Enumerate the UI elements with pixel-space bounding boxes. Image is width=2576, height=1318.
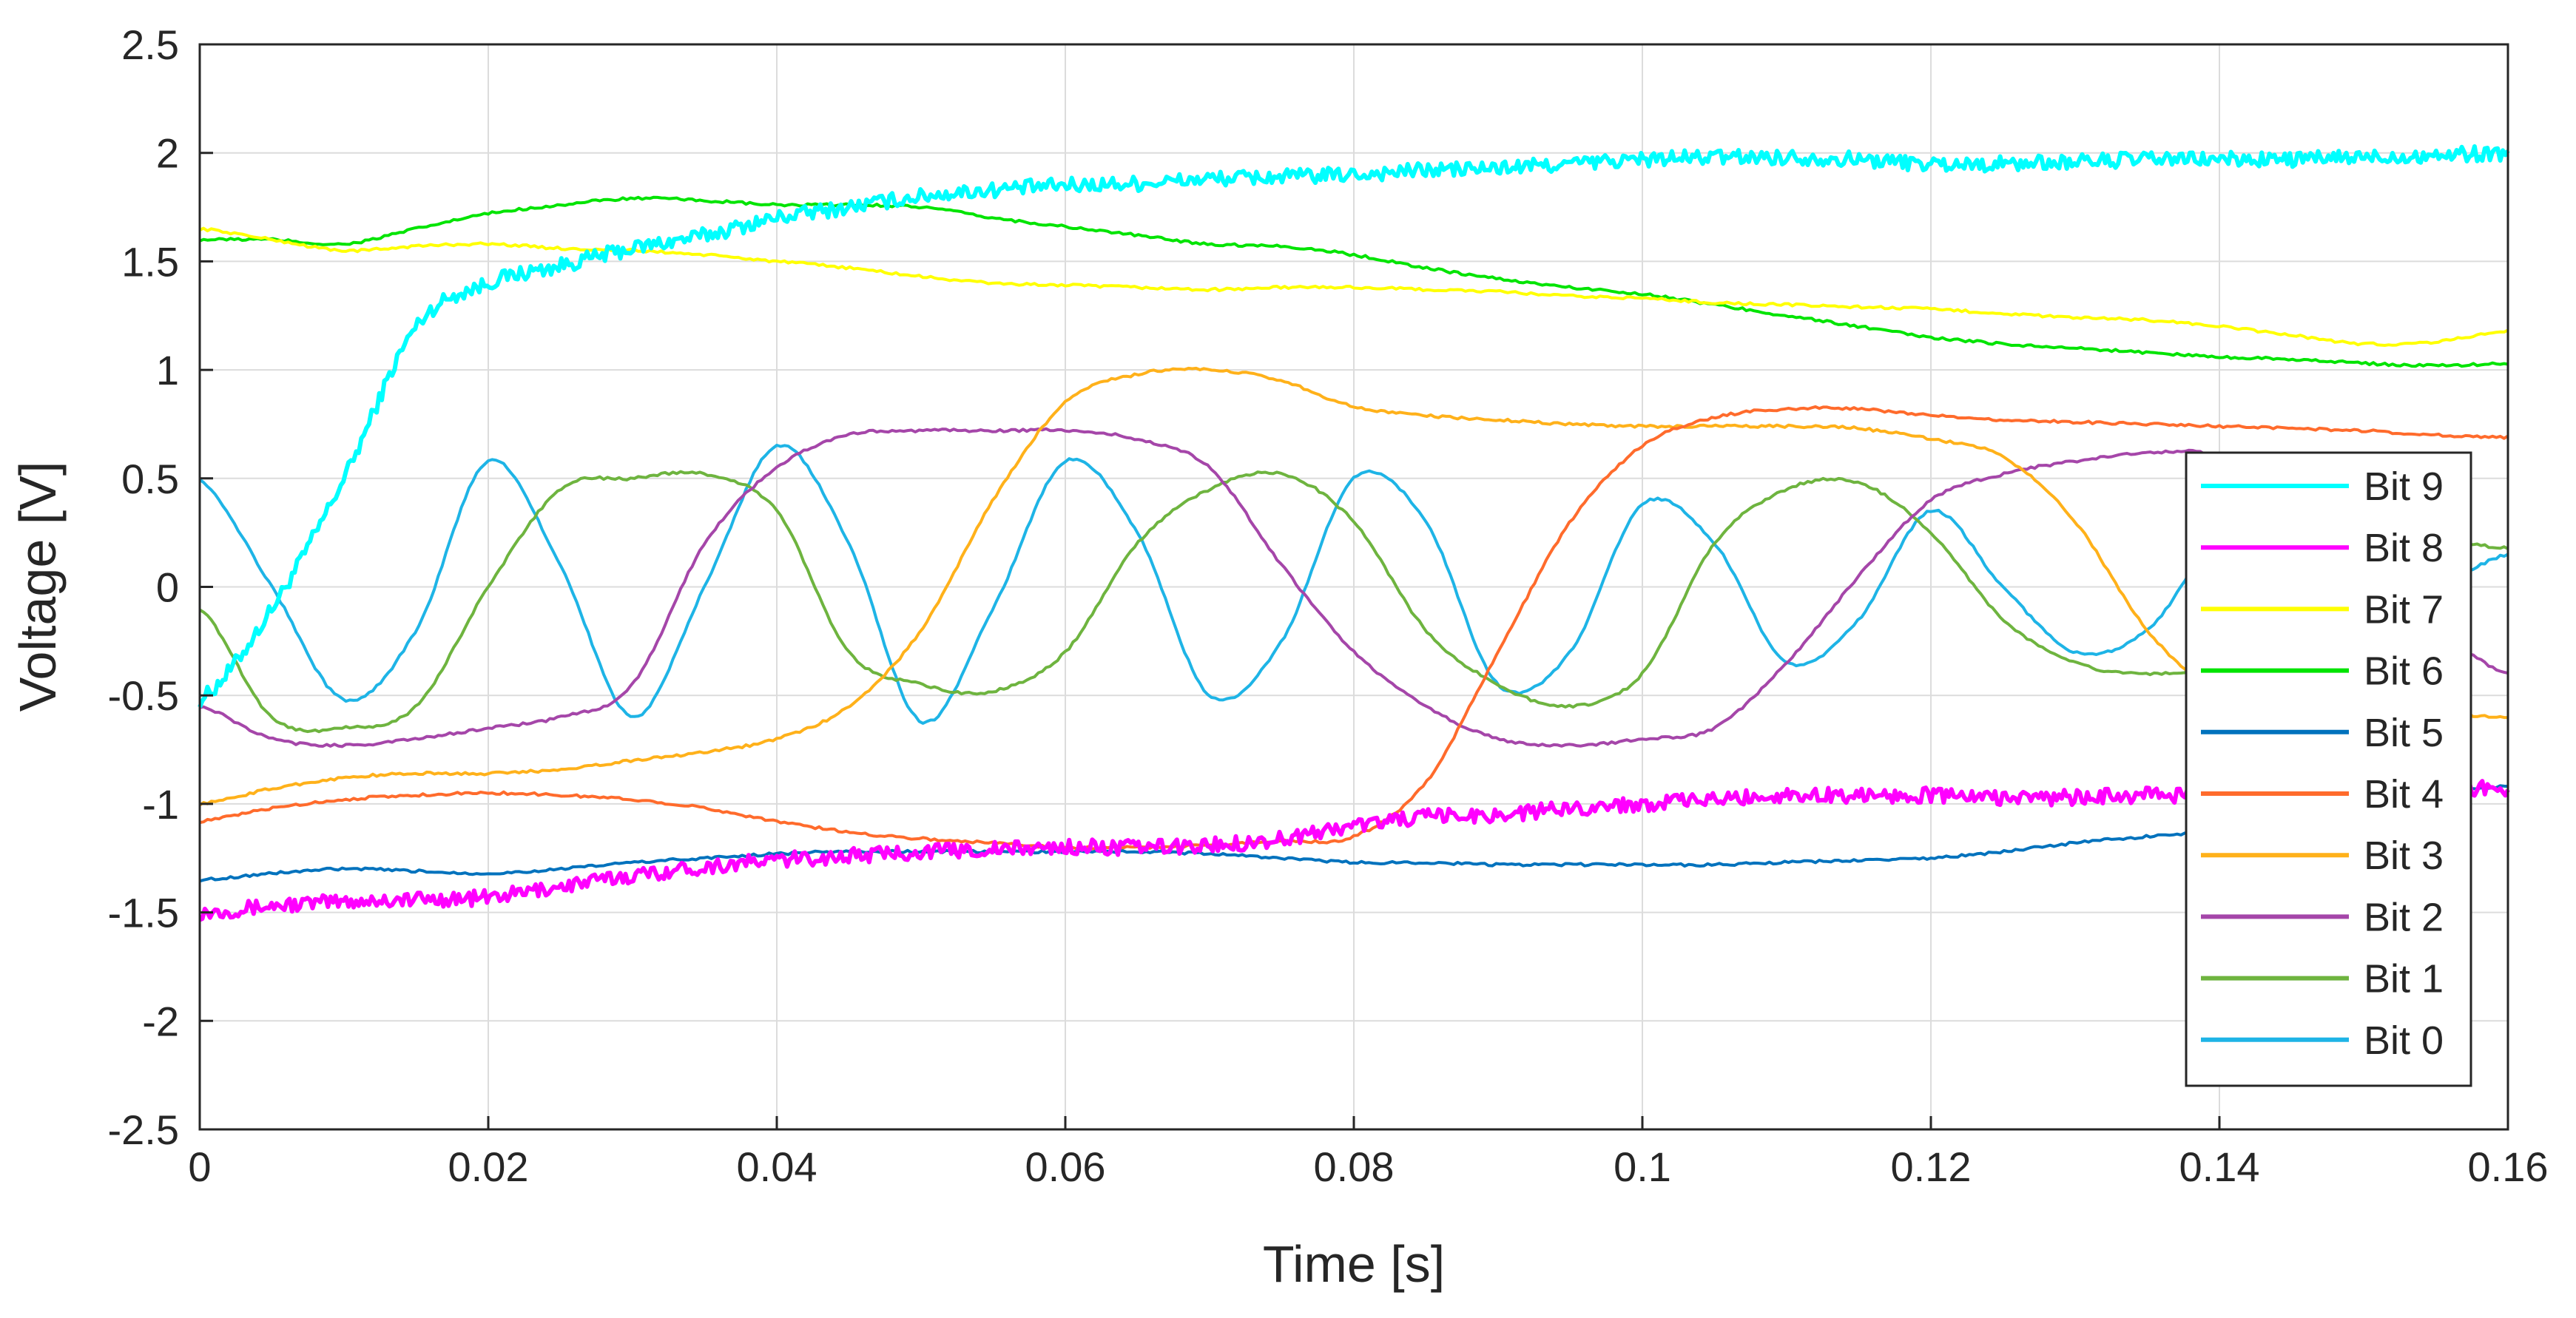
x-tick-label: 0.08 [1314,1143,1395,1190]
series-line-bit-7 [199,226,2509,347]
legend-label: Bit 6 [2364,649,2444,694]
series-line-bit-0 [198,444,2509,725]
y-axis-label: Voltage [V] [9,462,67,712]
legend-label: Bit 9 [2364,464,2444,509]
y-tick-label: -1.5 [108,890,180,936]
legend-label: Bit 0 [2364,1018,2444,1063]
x-tick-label: 0 [188,1143,211,1190]
legend-label: Bit 7 [2364,587,2444,632]
x-tick-label: 0.14 [2179,1143,2260,1190]
series-line-bit-6 [199,195,2509,368]
series-layer [198,144,2510,922]
y-tick-label: 0 [156,564,179,611]
y-tick-label: 2.5 [121,21,179,68]
y-tick-label: -0.5 [108,672,180,719]
series-line-bit-3 [198,366,2508,807]
legend-label: Bit 8 [2364,526,2444,570]
legend-label: Bit 2 [2364,895,2444,939]
legend-label: Bit 4 [2364,772,2444,817]
x-tick-label: 0.06 [1025,1143,1106,1190]
y-tick-label: 2 [156,130,179,177]
legend-label: Bit 5 [2364,711,2444,755]
x-axis-label: Time [s] [1263,1235,1445,1293]
legend-items: Bit 9 Bit 8 Bit 7 Bit 6 Bit 5 Bit 4 Bit 3 Bit 2… [2201,464,2444,1063]
tick-layer: 0 0.02 0.04 0.06 0.08 0.1 0.12 0.14 0.16 2.5 2 1.5 1… [108,21,2549,1190]
series-line-bit-9 [198,144,2510,709]
series-line-bit-8 [198,779,2510,922]
plot-area [198,43,2510,1131]
legend-label: Bit 3 [2364,834,2444,878]
legend: Bit 9 Bit 8 Bit 7 Bit 6 Bit 5 Bit 4 Bit 3 Bit 2… [2185,451,2472,1087]
x-tick-label: 0.02 [448,1143,529,1190]
y-tick-label: -1 [142,781,179,828]
y-tick-label: -2 [142,998,179,1044]
y-tick-label: 1.5 [121,238,179,285]
series-line-bit-4 [199,405,2509,851]
series-line-bit-5 [199,784,2509,883]
y-tick-label: -2.5 [108,1106,180,1153]
series-line-bit-1 [198,470,2509,734]
x-tick-label: 0.04 [737,1143,817,1190]
x-tick-label: 0.16 [2468,1143,2549,1190]
series-line-bit-2 [199,427,2509,748]
y-tick-label: 0.5 [121,456,179,502]
x-tick-label: 0.12 [1891,1143,1972,1190]
y-tick-label: 1 [156,347,179,393]
legend-label: Bit 1 [2364,957,2444,1001]
x-tick-label: 0.1 [1614,1143,1671,1190]
